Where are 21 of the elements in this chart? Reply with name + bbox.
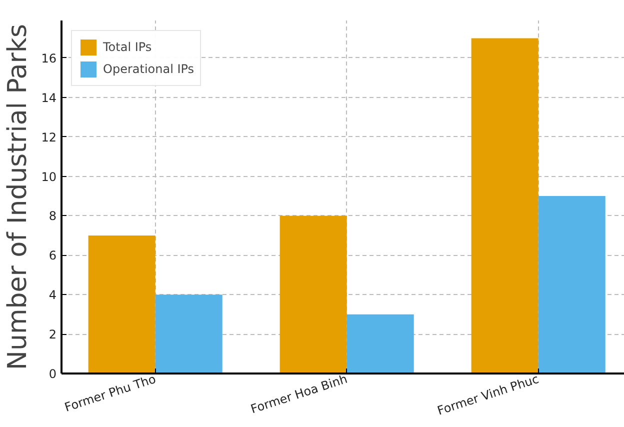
y-tick-label: 16 [41, 51, 57, 66]
legend-label: Total IPs [103, 40, 152, 54]
bar [538, 196, 606, 374]
y-tick-label: 2 [48, 328, 57, 342]
y-tick-label: 10 [41, 170, 57, 184]
legend-label: Operational IPs [103, 62, 194, 76]
bar [155, 294, 222, 374]
bar [88, 235, 156, 374]
y-tick-label: 4 [48, 288, 57, 302]
y-tick-label: 8 [48, 209, 57, 224]
y-tick-label: 12 [41, 130, 57, 144]
bar [471, 38, 538, 374]
bar [280, 216, 347, 374]
y-tick-label: 14 [41, 90, 57, 105]
x-tick-label: Former Vinh Phuc [436, 372, 540, 418]
y-tick-label: 6 [48, 248, 57, 263]
y-tick-label: 0 [48, 367, 57, 381]
x-tick-label: Former Hoa Binh [248, 372, 349, 416]
y-axis-title: Number of Industrial Parks [3, 24, 34, 370]
bar [346, 314, 414, 374]
x-tick-label: Former Phu Tho [62, 372, 158, 414]
